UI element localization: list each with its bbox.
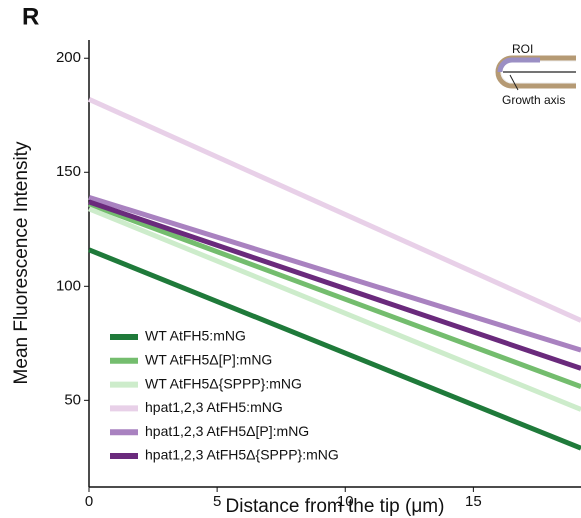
legend-label: hpat1,2,3 AtFH5Δ{SPPP}:mNG (145, 447, 339, 463)
x-tick-label: 0 (85, 493, 93, 510)
y-tick-label: 50 (64, 391, 81, 408)
legend-label: WT AtFH5Δ[P]:mNG (145, 352, 272, 368)
legend-label: WT AtFH5:mNG (145, 328, 246, 344)
growth-axis-label: Growth axis (502, 93, 565, 107)
fit-line (88, 194, 581, 353)
x-tick-label: 15 (465, 493, 482, 510)
fit-line (88, 201, 581, 389)
fit-line (88, 247, 581, 451)
panel-label: R (22, 3, 39, 30)
fit-line (88, 206, 581, 412)
fit-line (88, 199, 581, 371)
legend-label: WT AtFH5Δ{SPPP}:mNG (145, 375, 302, 391)
roi-label: ROI (512, 42, 533, 56)
x-axis-label: Distance from the tip (μm) (226, 496, 445, 517)
legend-label: hpat1,2,3 AtFH5Δ[P]:mNG (145, 423, 309, 439)
y-tick-label: 200 (56, 49, 81, 66)
y-tick-label: 150 (56, 163, 81, 180)
fit-line (87, 97, 581, 323)
inset: ROI Growth axis (495, 42, 576, 107)
x-tick-label: 10 (337, 493, 354, 510)
x-tick-label: 5 (213, 493, 221, 510)
legend-label: hpat1,2,3 AtFH5:mNG (145, 399, 283, 415)
y-tick-label: 100 (56, 277, 81, 294)
y-axis-label: Mean Fluorescence Intensity (11, 141, 32, 384)
